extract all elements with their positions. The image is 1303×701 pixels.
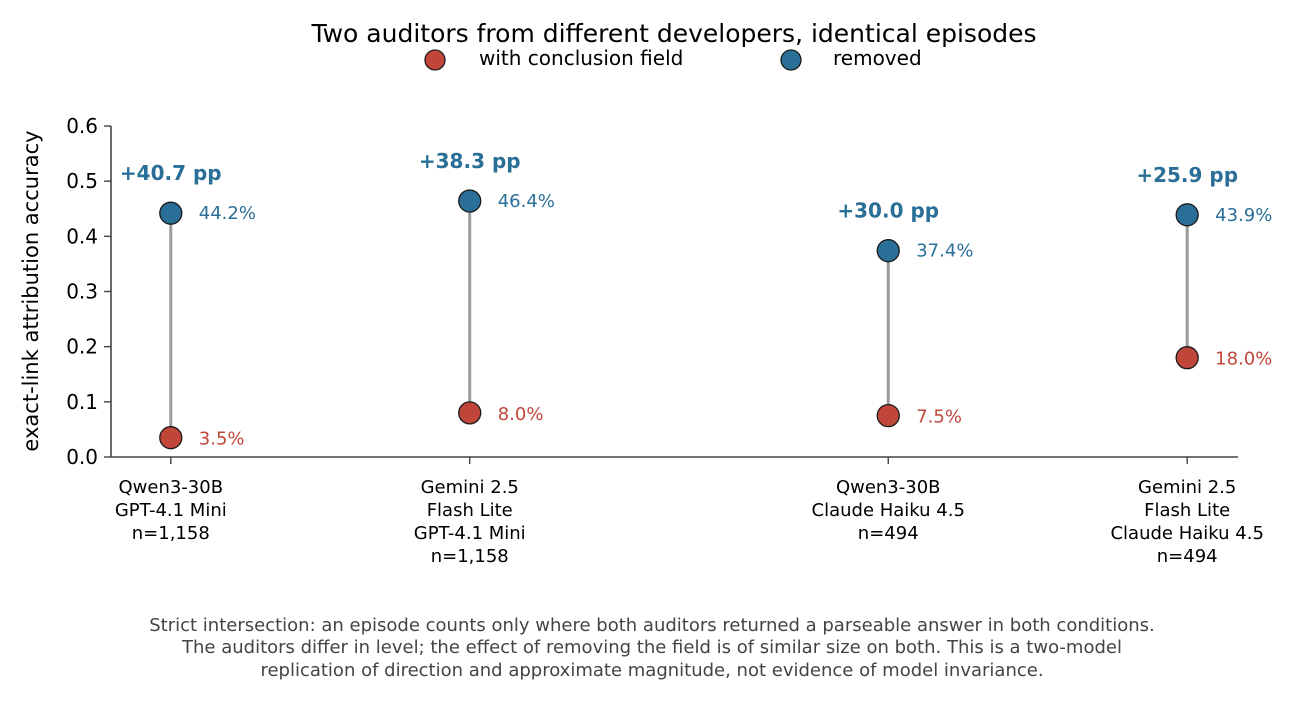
difference-label: +38.3 pp (419, 149, 521, 173)
footnote-line-3: replication of direction and approximate… (260, 660, 1043, 681)
y-axis-label: exact-link attribution accuracy (19, 130, 43, 451)
category-label-line: Qwen3-30B (118, 477, 223, 498)
value-label-with-conclusion: 7.5% (916, 407, 962, 428)
point-removed (458, 189, 482, 213)
point-removed (1175, 203, 1199, 227)
footnote: Strict intersection: an episode counts o… (149, 615, 1155, 681)
chart-title: Two auditors from different developers, … (310, 19, 1036, 48)
category-label-line: n=494 (1157, 546, 1218, 567)
category-label-line: GPT-4.1 Mini (115, 500, 227, 521)
footnote-line-2: The auditors differ in level; the effect… (181, 637, 1122, 658)
point-with-conclusion (1175, 346, 1199, 370)
y-tick-label: 0.5 (66, 169, 98, 193)
value-label-with-conclusion: 3.5% (199, 429, 245, 450)
point-with-conclusion (159, 426, 183, 450)
legend-label-with-conclusion: with conclusion field (479, 46, 683, 70)
value-label-with-conclusion: 18.0% (1215, 349, 1272, 370)
category-label-line: Qwen3-30B (836, 477, 941, 498)
difference-label: +30.0 pp (837, 199, 939, 223)
legend-marker-removed (780, 49, 802, 71)
footnote-line-1: Strict intersection: an episode counts o… (149, 615, 1155, 636)
legend: with conclusion field removed (424, 46, 922, 71)
point-removed (876, 239, 900, 263)
difference-label: +40.7 pp (120, 161, 222, 185)
point-with-conclusion (876, 403, 900, 428)
chart-marks: 3.5% 44.2% +40.7 pp 8.0% 46.4% +38.3 pp 7.5% 37… (120, 149, 1272, 450)
y-tick-label: 0.3 (66, 280, 98, 304)
category-label-line: Gemini 2.5 (421, 477, 519, 498)
axes: 0.0 0.1 0.2 0.3 0.4 0.5 0.6 (66, 114, 1238, 469)
value-label-removed: 43.9% (1215, 205, 1272, 226)
category-label-line: Gemini 2.5 (1138, 477, 1236, 498)
point-with-conclusion (458, 401, 482, 425)
y-tick-label: 0.4 (66, 224, 98, 248)
category-label-line: n=1,158 (132, 523, 210, 544)
y-tick-label: 0.6 (66, 114, 98, 138)
category-label-line: n=494 (858, 523, 919, 544)
legend-marker-with-conclusion (424, 49, 446, 71)
value-label-with-conclusion: 8.0% (498, 404, 544, 425)
category-label-line: Claude Haiku 4.5 (1110, 523, 1263, 544)
y-tick-label: 0.0 (66, 445, 98, 469)
y-tick-label: 0.2 (66, 335, 98, 359)
point-removed (159, 201, 183, 225)
category-label-line: Flash Lite (1144, 500, 1230, 521)
legend-label-removed: removed (833, 46, 922, 70)
category-label-line: n=1,158 (431, 546, 509, 567)
y-tick-label: 0.1 (66, 390, 98, 414)
category-label-line: Flash Lite (427, 500, 513, 521)
value-label-removed: 37.4% (916, 241, 973, 262)
value-label-removed: 44.2% (199, 203, 256, 224)
category-label-line: GPT-4.1 Mini (414, 523, 526, 544)
difference-label: +25.9 pp (1136, 163, 1238, 187)
category-label-line: Claude Haiku 4.5 (812, 500, 965, 521)
value-label-removed: 46.4% (498, 191, 555, 212)
